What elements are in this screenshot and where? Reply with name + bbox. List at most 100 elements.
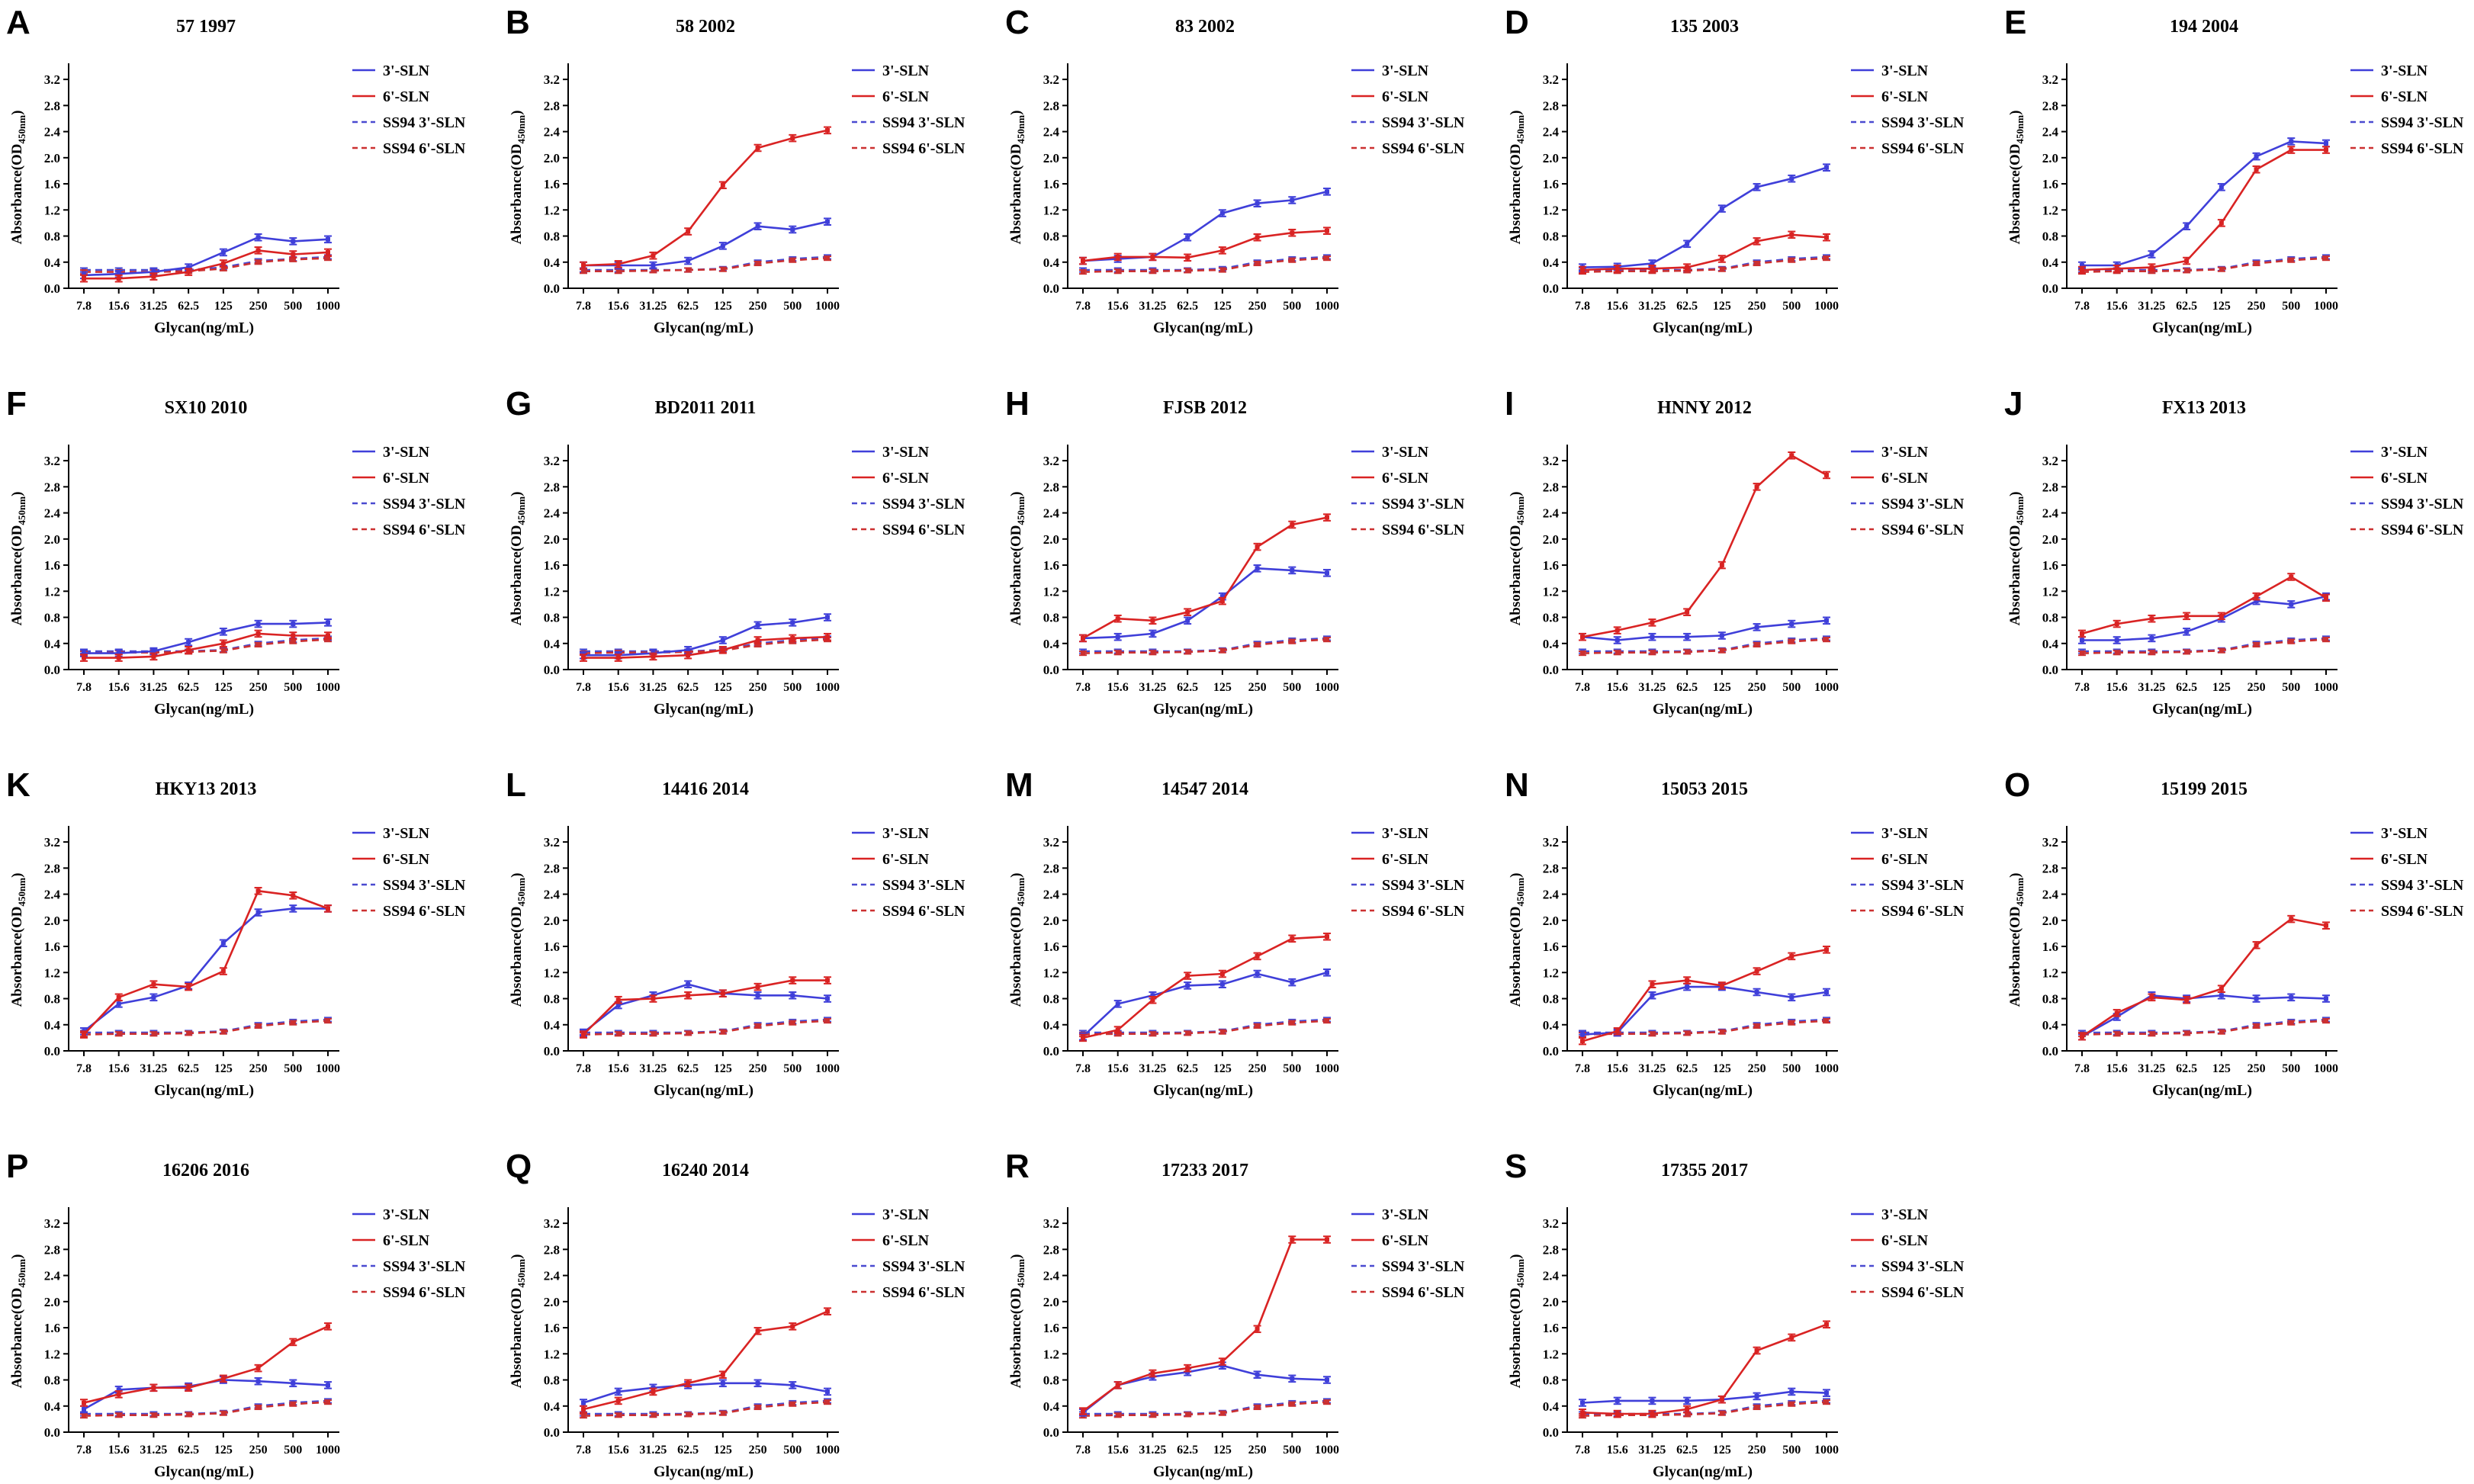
- x-tick-label: 62.5: [2176, 300, 2197, 313]
- y-tick-label: 1.6: [44, 558, 60, 573]
- y-axis-title-subscript: 450nm: [516, 1259, 527, 1288]
- series-line-red-dashed: [1582, 1020, 1827, 1036]
- data-point: [1754, 1405, 1759, 1410]
- data-point: [1150, 631, 1155, 636]
- y-tick-label: 1.6: [1043, 1321, 1059, 1335]
- series-line-blue: [83, 236, 329, 277]
- data-point: [651, 654, 656, 659]
- data-point: [326, 620, 330, 625]
- y-tick-label: 0.0: [2042, 1044, 2058, 1058]
- y-axis-title: Absorbance(OD450nm): [1508, 1254, 1526, 1389]
- y-tick-label: 2.8: [1543, 98, 1559, 113]
- panel-letter: R: [1005, 1148, 1030, 1185]
- data-point: [2149, 616, 2154, 622]
- data-point: [1255, 544, 1260, 550]
- y-axis-title-main: Absorbance(OD: [2007, 143, 2023, 244]
- data-point: [291, 1380, 296, 1386]
- y-tick-label: 1.2: [544, 1347, 560, 1361]
- y-tick-label: 0.4: [1043, 637, 1060, 651]
- x-tick-label: 250: [749, 300, 767, 313]
- data-point: [1219, 981, 1225, 987]
- data-point: [1824, 165, 1829, 170]
- x-tick-label: 500: [284, 681, 302, 694]
- x-tick-label: 1000: [1315, 1444, 1339, 1457]
- data-point: [686, 1380, 691, 1386]
- data-point: [220, 249, 226, 255]
- data-point: [1150, 1412, 1155, 1418]
- series-line-blue: [83, 907, 328, 1033]
- legend-label: 6'-SLN: [383, 851, 430, 868]
- x-tick-label: 125: [1713, 681, 1731, 694]
- data-point: [755, 993, 760, 998]
- y-tick-label: 0.0: [1543, 281, 1559, 296]
- data-point: [1580, 1032, 1585, 1037]
- data-point: [2219, 220, 2224, 226]
- series-line-red-dashed: [1582, 257, 1827, 273]
- x-tick-label: 31.25: [639, 1062, 667, 1075]
- data-point: [720, 1029, 725, 1035]
- y-axis-title-main: Absorbance(OD: [1508, 143, 1524, 244]
- data-point: [2219, 267, 2224, 272]
- data-point: [186, 269, 191, 275]
- y-tick-label: 3.2: [1543, 454, 1559, 468]
- y-tick-label: 2.8: [2042, 98, 2058, 113]
- x-tick-label: 1000: [316, 300, 340, 313]
- data-point: [1150, 254, 1155, 259]
- x-tick-label: 250: [1748, 681, 1766, 694]
- data-point: [1754, 642, 1759, 647]
- data-point: [1219, 268, 1225, 273]
- x-tick-label: 125: [1213, 1444, 1232, 1457]
- data-point: [1685, 1398, 1690, 1403]
- y-tick-label: 0.8: [544, 992, 560, 1007]
- series-line-blue: [1582, 166, 1827, 268]
- y-tick-label: 2.0: [544, 914, 560, 928]
- panel-k: K HKY13 2013 0.0 0.4 0.8 1.2 1.6 2.0 2.4 2.8 3.2 7.…: [6, 766, 466, 1099]
- legend-label: 6'-SLN: [2381, 88, 2428, 105]
- data-point: [1615, 1398, 1620, 1403]
- y-tick-label: 0.4: [544, 1018, 561, 1033]
- y-axis-title: Absorbance(OD450nm): [1508, 873, 1526, 1007]
- y-axis-title-main: Absorbance(OD: [9, 525, 25, 625]
- y-axis-title: Absorbance(OD450nm): [1008, 1254, 1027, 1389]
- y-tick-label: 1.6: [44, 177, 60, 191]
- data-point: [790, 1020, 795, 1026]
- data-point: [790, 136, 795, 141]
- x-axis-title: Glycan(ng/mL): [2152, 1082, 2252, 1099]
- x-tick-label: 500: [2282, 1062, 2300, 1075]
- data-point: [755, 1023, 760, 1029]
- data-point: [151, 1031, 156, 1036]
- panel-letter: I: [1505, 385, 1514, 422]
- legend-label: SS94 6'-SLN: [383, 140, 466, 157]
- x-tick-label: 31.25: [639, 300, 667, 313]
- panel-r: R 17233 2017 0.0 0.4 0.8 1.2 1.6 2.0 2.4 2.8 3.2 7.…: [1005, 1148, 1465, 1480]
- series-line-red: [583, 979, 827, 1036]
- x-tick-label: 250: [749, 1444, 767, 1457]
- y-tick-label: 0.8: [544, 611, 560, 625]
- series-line-blue-dashed: [1083, 1399, 1328, 1415]
- x-axis-title: Glycan(ng/mL): [1153, 701, 1253, 718]
- data-point: [1824, 618, 1829, 623]
- y-tick-label: 1.2: [2042, 965, 2058, 980]
- data-point: [2219, 986, 2224, 991]
- y-axis-title: Absorbance(OD450nm): [1008, 111, 1027, 245]
- x-tick-label: 250: [1248, 1444, 1267, 1457]
- x-tick-label: 125: [214, 300, 233, 313]
- y-tick-label: 3.2: [1043, 1216, 1059, 1231]
- data-point: [1185, 983, 1190, 988]
- data-point: [790, 1402, 795, 1407]
- data-point: [220, 1029, 226, 1035]
- data-point: [116, 655, 121, 660]
- data-point: [291, 906, 296, 911]
- data-point: [1290, 936, 1295, 941]
- data-point: [720, 182, 725, 188]
- y-tick-label: 2.0: [44, 151, 60, 165]
- data-point: [2149, 1031, 2154, 1036]
- data-point: [255, 1366, 261, 1371]
- legend-label: SS94 3'-SLN: [1382, 114, 1465, 131]
- y-axis-title: Absorbance(OD450nm): [509, 1254, 527, 1389]
- series-line-red: [2081, 149, 2326, 271]
- x-tick-label: 15.6: [608, 681, 629, 694]
- legend-label: 3'-SLN: [1881, 63, 1929, 79]
- data-point: [720, 243, 725, 249]
- y-tick-label: 2.8: [2042, 480, 2058, 494]
